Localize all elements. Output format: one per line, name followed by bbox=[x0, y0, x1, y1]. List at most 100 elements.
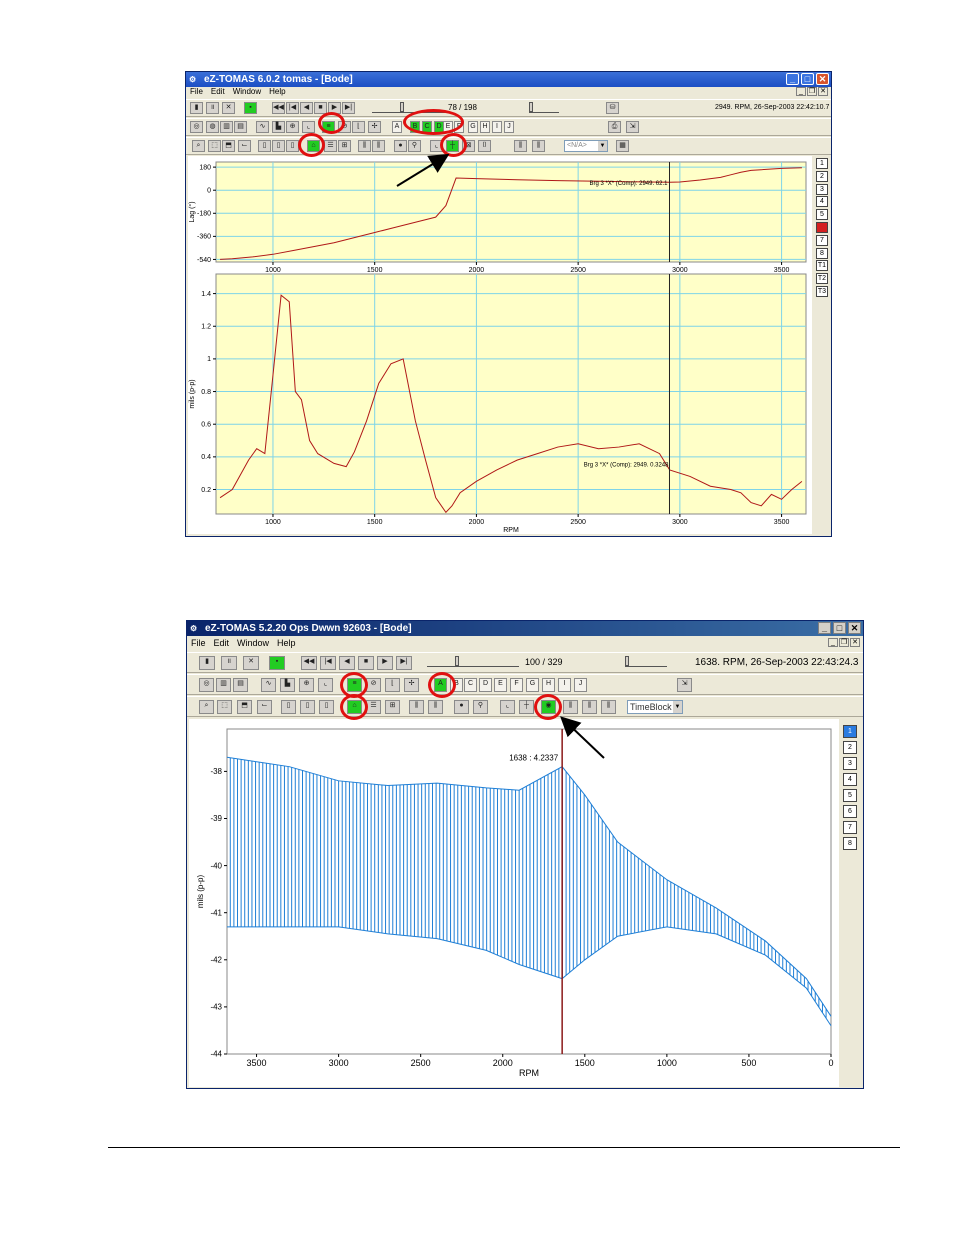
channel-button-t2[interactable]: T2 bbox=[816, 273, 828, 285]
record-button[interactable]: ▪ bbox=[269, 656, 285, 670]
list3-icon[interactable]: ▯ bbox=[319, 700, 334, 714]
sideband-icon[interactable]: ⌷ bbox=[478, 140, 491, 152]
band1-icon[interactable]: ⫼ bbox=[563, 700, 578, 714]
pause-button[interactable]: ॥ bbox=[221, 656, 237, 670]
report-icon[interactable]: ⎙ bbox=[608, 121, 621, 133]
channel-d-button[interactable]: D bbox=[479, 678, 492, 692]
channel-c-button[interactable]: C bbox=[464, 678, 477, 692]
play-button[interactable]: ▶ bbox=[377, 656, 393, 670]
meter-icon[interactable]: ▮ bbox=[199, 656, 215, 670]
crosshair-icon[interactable]: ┼ bbox=[519, 700, 534, 714]
rewind-button[interactable]: ◀◀ bbox=[272, 102, 285, 114]
channel-j-button[interactable]: J bbox=[574, 678, 587, 692]
zoom-box-icon[interactable]: ⬚ bbox=[217, 700, 232, 714]
mdi-minimize-button[interactable]: _ bbox=[796, 87, 806, 96]
cursor-icon[interactable]: ✢ bbox=[404, 678, 419, 692]
trend-icon[interactable]: ⌞ bbox=[318, 678, 333, 692]
maximize-button[interactable]: □ bbox=[801, 73, 814, 85]
cascade-icon[interactable]: ⌊ bbox=[352, 121, 365, 133]
channel-button-4[interactable]: 4 bbox=[816, 196, 828, 208]
channel-i-button[interactable]: I bbox=[558, 678, 571, 692]
xscale-icon[interactable]: ⌙ bbox=[238, 140, 251, 152]
channel-button-3[interactable]: 3 bbox=[816, 183, 828, 195]
mdi-restore-button[interactable]: ❐ bbox=[839, 638, 849, 647]
timebase-icon[interactable]: ◍ bbox=[206, 121, 219, 133]
orbit-icon[interactable]: ◎ bbox=[199, 678, 214, 692]
speed-slider[interactable] bbox=[625, 656, 667, 667]
mode-select[interactable]: TimeBlock ▼ bbox=[627, 700, 683, 714]
channel-button-7[interactable]: 7 bbox=[843, 821, 857, 834]
channel-button-4[interactable]: 4 bbox=[843, 773, 857, 786]
list2-icon[interactable]: ▯ bbox=[300, 700, 315, 714]
bars2-icon[interactable]: ⫼ bbox=[372, 140, 385, 152]
mdi-minimize-button[interactable]: _ bbox=[828, 638, 838, 647]
minimize-button[interactable]: _ bbox=[786, 73, 799, 85]
last-frame-button[interactable]: ▶| bbox=[396, 656, 412, 670]
person-icon[interactable]: ⚲ bbox=[473, 700, 488, 714]
database-icon[interactable]: ⛁ bbox=[606, 102, 619, 114]
grid-icon[interactable]: ⊞ bbox=[385, 700, 400, 714]
export-icon[interactable]: ⇲ bbox=[626, 121, 639, 133]
table-icon[interactable]: ▦ bbox=[616, 140, 629, 152]
channel-button-5[interactable]: 5 bbox=[843, 789, 857, 802]
xscale-icon[interactable]: ⌙ bbox=[257, 700, 272, 714]
menu-window[interactable]: Window bbox=[232, 87, 262, 96]
bar-plot-icon[interactable]: ▙ bbox=[280, 678, 295, 692]
channel-button-t3[interactable]: T3 bbox=[816, 286, 828, 297]
channel-button-5[interactable]: 5 bbox=[816, 209, 828, 221]
channel-h-button[interactable]: H bbox=[480, 121, 490, 133]
menu-file[interactable]: File bbox=[190, 87, 203, 96]
mdi-restore-button[interactable]: ❐ bbox=[807, 87, 817, 96]
maximize-button[interactable]: □ bbox=[833, 622, 846, 634]
stop-x-button[interactable]: ✕ bbox=[222, 102, 235, 114]
minimize-button[interactable]: _ bbox=[818, 622, 831, 634]
lock-icon[interactable]: ● bbox=[394, 140, 407, 152]
waterfall-icon[interactable]: ▤ bbox=[233, 678, 248, 692]
list-icon[interactable]: ▯ bbox=[258, 140, 271, 152]
autoscale-icon[interactable]: ⬒ bbox=[222, 140, 235, 152]
channel-button-t1[interactable]: T1 bbox=[816, 260, 828, 272]
notes-icon[interactable]: ☰ bbox=[366, 700, 381, 714]
menu-help[interactable]: Help bbox=[277, 638, 296, 648]
channel-button-2[interactable]: 2 bbox=[816, 170, 828, 182]
menu-edit[interactable]: Edit bbox=[213, 638, 230, 648]
rewind-button[interactable]: ◀◀ bbox=[301, 656, 317, 670]
channel-button-8[interactable]: 8 bbox=[816, 247, 828, 259]
band3-icon[interactable]: ⫼ bbox=[601, 700, 616, 714]
mdi-close-button[interactable]: ✕ bbox=[818, 87, 828, 96]
first-frame-button[interactable]: |◀ bbox=[286, 102, 299, 114]
play-back-button[interactable]: ◀ bbox=[300, 102, 313, 114]
close-button[interactable]: ✕ bbox=[816, 73, 829, 85]
channel-i-button[interactable]: I bbox=[492, 121, 502, 133]
band2-icon[interactable]: ⫼ bbox=[532, 140, 545, 152]
channel-button-7[interactable]: 7 bbox=[816, 234, 828, 246]
close-button[interactable]: ✕ bbox=[848, 622, 861, 634]
overlay-select[interactable]: <N/A> ▼ bbox=[564, 140, 608, 152]
play-back-button[interactable]: ◀ bbox=[339, 656, 355, 670]
zoom-icon[interactable]: ⌕ bbox=[199, 700, 214, 714]
polar-icon[interactable]: ⊕ bbox=[286, 121, 299, 133]
channel-button-2[interactable]: 2 bbox=[843, 741, 857, 754]
play-button[interactable]: ▶ bbox=[328, 102, 341, 114]
stop-button[interactable]: ■ bbox=[358, 656, 374, 670]
spectrum-icon[interactable]: ▥ bbox=[216, 678, 231, 692]
channel-e-button[interactable]: E bbox=[494, 678, 507, 692]
channel-g-button[interactable]: G bbox=[526, 678, 539, 692]
channel-button-1[interactable]: 1 bbox=[843, 725, 857, 738]
orbit-icon[interactable]: ◎ bbox=[190, 121, 203, 133]
first-frame-button[interactable]: |◀ bbox=[320, 656, 336, 670]
channel-a-button[interactable]: A bbox=[392, 121, 402, 133]
bars1-icon[interactable]: ⫼ bbox=[409, 700, 424, 714]
pause-button[interactable]: ॥ bbox=[206, 102, 219, 114]
menu-help[interactable]: Help bbox=[269, 87, 286, 96]
bars1-icon[interactable]: ⫼ bbox=[358, 140, 371, 152]
stop-button[interactable]: ■ bbox=[314, 102, 327, 114]
record-button[interactable]: ▪ bbox=[244, 102, 257, 114]
channel-h-button[interactable]: H bbox=[542, 678, 555, 692]
channel-button-3[interactable]: 3 bbox=[843, 757, 857, 770]
channel-button-1[interactable]: 1 bbox=[816, 158, 828, 169]
list-icon[interactable]: ▯ bbox=[281, 700, 296, 714]
list3-icon[interactable]: ▯ bbox=[286, 140, 299, 152]
shaft-icon[interactable]: ⊘ bbox=[366, 678, 381, 692]
frame-slider[interactable] bbox=[427, 656, 519, 667]
